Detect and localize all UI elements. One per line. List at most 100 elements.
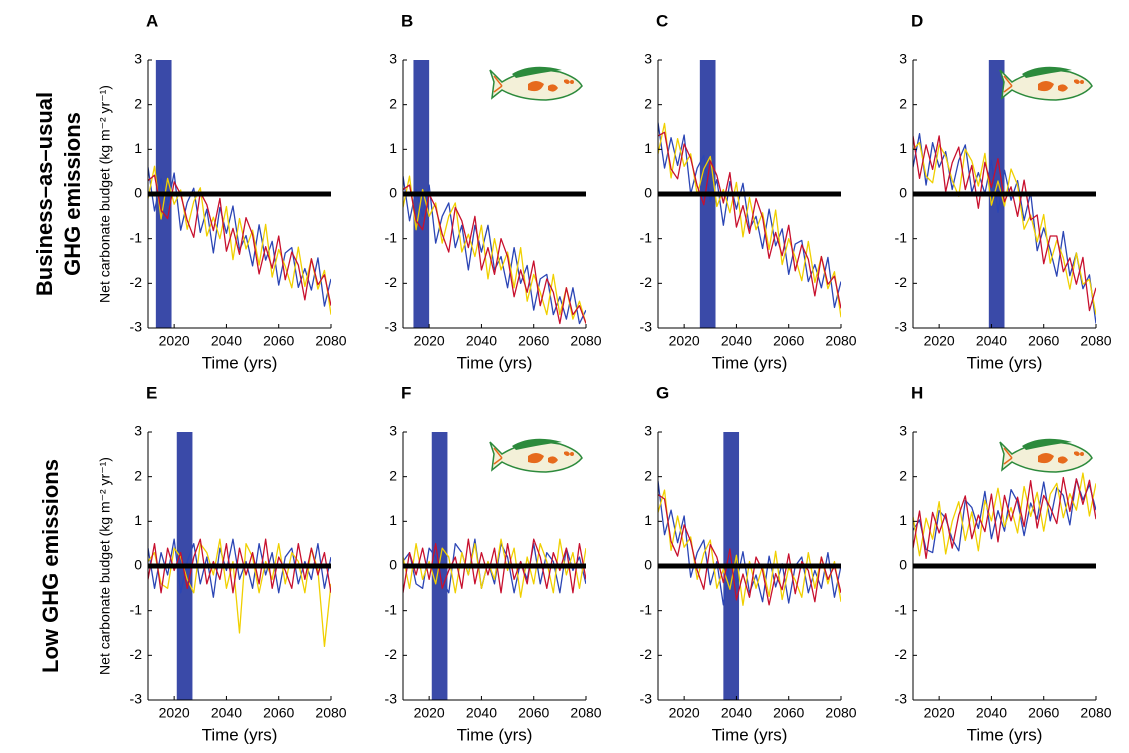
x-tick-label: 2040: [976, 333, 1007, 349]
y-tick-label: -3: [385, 691, 398, 707]
x-tick-label: 2020: [924, 705, 955, 721]
y-tick-label: 2: [134, 95, 142, 111]
fish-eye: [1080, 80, 1084, 84]
series-line: [403, 184, 586, 325]
x-tick-label: 2080: [570, 705, 601, 721]
series-line: [148, 538, 331, 598]
x-tick-label: 2040: [721, 705, 752, 721]
row-label: GHG emissions: [60, 112, 85, 276]
series-line: [403, 538, 586, 598]
y-tick-label: -1: [385, 601, 398, 617]
plot-area: [658, 432, 841, 700]
y-tick-label: -2: [640, 646, 653, 662]
x-tick-label: 2040: [976, 705, 1007, 721]
series-line: [658, 122, 841, 318]
y-tick-label: 2: [389, 467, 397, 483]
series-line: [403, 175, 586, 324]
panel: G Time (yrs) -3 -2 -1 0 1 2 3 2020 2040 2060 2080: [640, 383, 857, 744]
y-tick-label: 0: [899, 185, 907, 201]
y-tick-label: -3: [895, 319, 908, 335]
y-tick-label: -1: [640, 229, 653, 245]
x-tick-label: 2040: [211, 705, 242, 721]
series-line: [148, 538, 331, 648]
series-line: [658, 122, 841, 309]
x-tick-label: 2020: [159, 705, 190, 721]
fish-fin: [1022, 66, 1072, 78]
y-tick-label: 3: [644, 51, 652, 67]
panel: D Time (yrs) -3 -2 -1 0 1 2 3 2020 2040 2060 2080: [895, 11, 1112, 372]
plot-area: [913, 472, 1096, 569]
y-tick-label: -2: [385, 274, 398, 290]
x-axis-label: Time (yrs): [712, 353, 788, 372]
x-tick-label: 2080: [315, 333, 346, 349]
fish-eye: [1080, 452, 1084, 456]
series-line: [913, 478, 1096, 554]
y-tick-label: -1: [130, 601, 143, 617]
fish-eye: [570, 452, 574, 456]
series-line: [658, 131, 841, 309]
x-tick-label: 2080: [315, 705, 346, 721]
series-line: [658, 489, 841, 606]
y-tick-label: 3: [134, 423, 142, 439]
x-tick-label: 2020: [414, 333, 445, 349]
y-tick-label: 0: [389, 557, 397, 573]
series-line: [913, 135, 1096, 312]
panel: C Time (yrs) -3 -2 -1 0 1 2 3 2020 2040 2060 2080: [640, 11, 857, 372]
y-tick-label: -2: [895, 646, 908, 662]
y-tick-label: 2: [644, 467, 652, 483]
fish-spots: [528, 451, 570, 464]
plot-area: [148, 60, 331, 328]
y-tick-label: -2: [640, 274, 653, 290]
x-axis-label: Time (yrs): [202, 353, 278, 372]
fish-fin: [512, 438, 562, 450]
panel-label: E: [146, 383, 157, 402]
fish-icon: [489, 438, 583, 473]
panel: E Net carbonate budget (kg m⁻² yr⁻¹) Time …: [97, 383, 347, 744]
panel-label: A: [146, 11, 158, 30]
x-tick-label: 2020: [669, 705, 700, 721]
x-tick-label: 2060: [263, 333, 294, 349]
y-tick-label: 1: [644, 140, 652, 156]
fish-tail-stripes: [493, 75, 503, 93]
panel: F Time (yrs) -3 -2 -1 0 1 2 3 2020 2040 2060 2080: [385, 383, 602, 744]
x-tick-label: 2080: [570, 333, 601, 349]
x-tick-label: 2080: [1080, 705, 1111, 721]
y-tick-label: 0: [389, 185, 397, 201]
series-line: [913, 476, 1096, 560]
x-tick-label: 2060: [1028, 333, 1059, 349]
y-tick-label: -2: [385, 646, 398, 662]
panel: H Time (yrs) -3 -2 -1 0 1 2 3 2020 2040 2060 2080: [895, 383, 1112, 744]
y-tick-label: 3: [899, 423, 907, 439]
x-tick-label: 2060: [773, 705, 804, 721]
y-tick-label: -3: [640, 691, 653, 707]
series-line: [403, 176, 586, 325]
y-axis-label: Net carbonate budget (kg m⁻² yr⁻¹): [97, 457, 113, 675]
x-axis-label: Time (yrs): [967, 353, 1043, 372]
y-tick-label: -3: [895, 691, 908, 707]
x-tick-label: 2020: [669, 333, 700, 349]
series-line: [148, 167, 331, 307]
series-line: [403, 538, 586, 594]
y-tick-label: -2: [895, 274, 908, 290]
y-tick-label: 2: [899, 467, 907, 483]
x-tick-label: 2060: [518, 705, 549, 721]
panel-label: H: [911, 383, 923, 402]
y-tick-label: 3: [134, 51, 142, 67]
x-tick-label: 2020: [924, 333, 955, 349]
panel-label: G: [656, 383, 669, 402]
x-tick-label: 2040: [466, 705, 497, 721]
x-axis-label: Time (yrs): [967, 725, 1043, 744]
series-line: [148, 174, 331, 306]
x-tick-label: 2040: [721, 333, 752, 349]
y-tick-label: -1: [895, 601, 908, 617]
fish-tail-stripes: [1003, 75, 1013, 93]
x-axis-label: Time (yrs): [457, 353, 533, 372]
y-tick-label: 3: [389, 423, 397, 439]
plot-area: [913, 60, 1096, 328]
y-tick-label: 0: [134, 557, 142, 573]
x-axis-label: Time (yrs): [712, 725, 788, 744]
y-axis-label: Net carbonate budget (kg m⁻² yr⁻¹): [97, 85, 113, 303]
series-line: [913, 133, 1096, 324]
fish-fin: [512, 66, 562, 78]
